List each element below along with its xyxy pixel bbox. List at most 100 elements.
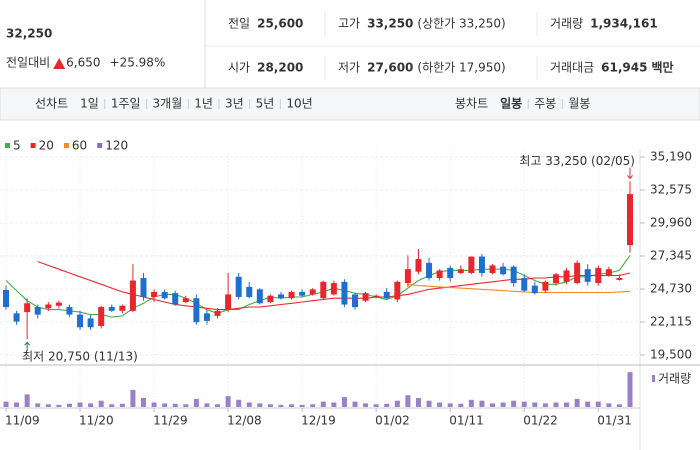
candle-body [140, 278, 147, 297]
legend-label: 60 [72, 139, 87, 153]
stat-value: 28,200 [257, 61, 303, 75]
volume-bar [130, 389, 136, 407]
change: 6,650 [66, 56, 100, 70]
candle-body [457, 269, 464, 273]
volume-bar [564, 402, 570, 407]
volume-bar [278, 404, 284, 407]
up-triangle [53, 58, 66, 69]
volume-bar [595, 401, 601, 407]
volume-bar [299, 404, 305, 407]
volume-legend-swatch [652, 375, 655, 382]
candle-body [616, 278, 623, 280]
range-tab[interactable]: 3개월 [153, 97, 183, 111]
range-tab[interactable]: 1년 [194, 97, 213, 111]
y-tick-label: 35,190 [650, 150, 692, 164]
volume-bar [172, 403, 178, 407]
candle-body [436, 270, 443, 279]
volume-bar [437, 402, 443, 407]
range-tab[interactable]: 1주일 [111, 97, 141, 111]
y-tick-label: 19,500 [650, 348, 692, 362]
range-tab[interactable]: 10년 [286, 97, 312, 111]
stat-value: 25,600 [257, 17, 303, 31]
nav-label: 선차트 [35, 97, 68, 111]
change-label: 전일대비 [6, 56, 50, 70]
candle-body [214, 310, 221, 316]
volume-bar [363, 403, 369, 407]
candle-body [595, 267, 602, 284]
x-tick-label: 01/31 [597, 414, 632, 428]
range-tab[interactable]: 1일 [80, 97, 99, 111]
volume-bar [627, 372, 633, 407]
volume-bar [542, 403, 548, 407]
candle-body [341, 281, 348, 305]
stat-label: 거래량 [550, 17, 583, 31]
high-annotation: 최고 33,250 (02/05) [519, 154, 635, 168]
volume-bar [88, 403, 94, 407]
volume-bar [352, 401, 358, 407]
nav-bar [0, 87, 700, 121]
x-tick-label: 01/11 [449, 414, 484, 428]
volume-bar [616, 404, 622, 407]
x-tick-label: 11/20 [79, 414, 114, 428]
volume-bar [331, 402, 337, 407]
volume-bar [267, 404, 273, 407]
range-tab[interactable]: 5년 [256, 97, 275, 111]
candle-body [193, 298, 200, 323]
stat-note: (하한가 17,950) [417, 61, 505, 75]
y-tick-label: 32,575 [650, 183, 692, 197]
volume-bar [458, 403, 464, 407]
volume-bar [246, 402, 252, 407]
volume-bar [384, 403, 390, 407]
x-tick-label: 11/09 [5, 414, 40, 428]
ma-line [407, 283, 631, 294]
period-tab[interactable]: 일봉 [500, 97, 522, 111]
volume-bar [585, 401, 591, 407]
candle-body [584, 269, 591, 282]
candle-body [13, 313, 20, 322]
candle-body [415, 259, 422, 272]
candle-body [77, 314, 84, 328]
price: 32,250 [6, 27, 52, 41]
stat-label: 저가 [338, 61, 360, 75]
candle-body [151, 291, 158, 297]
candle-body [129, 280, 136, 311]
period-tab[interactable]: 월봉 [568, 97, 590, 111]
range-tab[interactable]: 3년 [225, 97, 244, 111]
candle-body [34, 307, 41, 315]
candle-body [352, 294, 359, 308]
volume-bar [373, 404, 379, 407]
volume-bar [109, 404, 115, 407]
volume-bar [426, 400, 432, 407]
candle-body [172, 293, 179, 305]
legend-label: 5 [13, 139, 21, 153]
volume-bar [236, 399, 242, 407]
volume-bar [511, 400, 517, 407]
period-tab[interactable]: 주봉 [534, 97, 556, 111]
candle-body [119, 305, 126, 311]
legend-label: 20 [39, 139, 54, 153]
candle-body [87, 318, 94, 328]
candle-body [468, 256, 475, 273]
candle-body [478, 256, 485, 273]
candle-body [161, 291, 168, 299]
candle-body [45, 304, 52, 309]
volume-bar [45, 404, 51, 407]
volume-bar [606, 403, 612, 407]
stat-label: 전일 [228, 17, 250, 31]
candle-body [627, 194, 633, 246]
high-arrow-head [627, 175, 633, 180]
volume-bar [405, 395, 411, 407]
stat-unit: 백만 [651, 60, 673, 75]
candle-body [3, 290, 9, 308]
volume-bar [447, 403, 453, 407]
candle-body [605, 269, 612, 276]
candle-body [246, 286, 253, 297]
candle-body [55, 302, 62, 306]
x-tick-label: 12/08 [227, 414, 262, 428]
volume-bar [479, 400, 485, 407]
volume-bar [56, 404, 62, 407]
volume-label: 거래량 [658, 372, 691, 386]
candle-body [330, 283, 337, 295]
candle-body [383, 291, 390, 299]
volume-bar [394, 400, 400, 407]
